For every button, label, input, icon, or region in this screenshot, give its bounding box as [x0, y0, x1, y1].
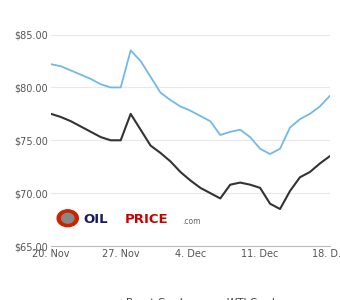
- Legend: Brent Crude, WTI Crude: Brent Crude, WTI Crude: [96, 293, 285, 300]
- Text: .com: .com: [182, 217, 201, 226]
- Circle shape: [62, 213, 74, 223]
- Circle shape: [57, 210, 78, 227]
- Text: PRICE: PRICE: [125, 213, 169, 226]
- Text: OIL: OIL: [83, 213, 108, 226]
